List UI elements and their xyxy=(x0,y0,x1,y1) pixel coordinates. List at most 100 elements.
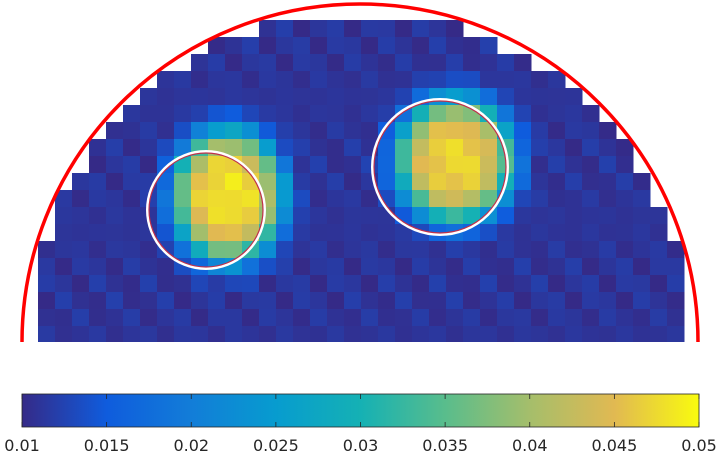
heatmap-cell xyxy=(548,275,566,293)
heatmap-cell xyxy=(395,139,413,157)
heatmap-cell xyxy=(327,71,345,89)
heatmap-cell xyxy=(633,309,651,327)
heatmap-cell xyxy=(327,20,345,38)
heatmap-cell xyxy=(259,258,277,276)
heatmap-cell xyxy=(140,292,158,310)
heatmap-cell xyxy=(344,37,362,55)
heatmap-cell xyxy=(310,309,328,327)
heatmap-cell xyxy=(480,88,498,106)
heatmap-cell xyxy=(276,224,294,242)
heatmap-cell xyxy=(191,88,209,106)
heatmap-cell xyxy=(429,105,447,123)
heatmap-cell xyxy=(89,139,107,157)
heatmap-cell xyxy=(89,207,107,225)
heatmap-cell xyxy=(361,54,379,72)
heatmap-cell xyxy=(667,309,685,327)
heatmap-cell xyxy=(378,37,396,55)
heatmap-cell xyxy=(327,207,345,225)
heatmap-cell xyxy=(446,71,464,89)
heatmap-cell xyxy=(327,122,345,140)
heatmap-cell xyxy=(259,71,277,89)
heatmap-cell xyxy=(514,207,532,225)
heatmap-cell xyxy=(582,309,600,327)
heatmap-cell xyxy=(480,224,498,242)
heatmap-cell xyxy=(157,258,175,276)
heatmap-cell xyxy=(123,156,141,174)
heatmap-cell xyxy=(599,224,617,242)
inclusion-outline-left xyxy=(148,152,264,268)
heatmap-cell xyxy=(616,258,634,276)
heatmap-cell xyxy=(157,173,175,191)
colorbar-tick-label: 0.05 xyxy=(681,436,717,455)
heatmap-cell xyxy=(344,309,362,327)
heatmap-cell xyxy=(429,54,447,72)
heatmap-cell xyxy=(446,275,464,293)
heatmap-cell xyxy=(157,88,175,106)
heatmap-cell xyxy=(55,309,73,327)
heatmap-cell xyxy=(446,326,464,342)
heatmap-cell xyxy=(429,20,447,38)
heatmap-cell xyxy=(123,275,141,293)
heatmap-cell xyxy=(310,173,328,191)
heatmap-cell xyxy=(123,122,141,140)
heatmap-cell xyxy=(310,122,328,140)
heatmap-cell xyxy=(633,241,651,259)
heatmap-cell xyxy=(174,241,192,259)
heatmap-cell xyxy=(208,54,226,72)
heatmap-cell xyxy=(89,173,107,191)
heatmap-cell xyxy=(582,292,600,310)
heatmap-cell xyxy=(344,20,362,38)
heatmap-cell xyxy=(480,71,498,89)
heatmap-cell xyxy=(310,105,328,123)
heatmap-cell xyxy=(174,275,192,293)
heatmap-cell xyxy=(599,122,617,140)
heatmap-cell xyxy=(429,190,447,208)
heatmap-cell xyxy=(191,190,209,208)
heatmap-cell xyxy=(174,71,192,89)
heatmap-cell xyxy=(395,190,413,208)
heatmap-cell xyxy=(480,309,498,327)
heatmap-cell xyxy=(140,105,158,123)
heatmap-cell xyxy=(293,54,311,72)
heatmap-cell xyxy=(429,88,447,106)
heatmap-cell xyxy=(276,54,294,72)
heatmap-cell xyxy=(412,258,430,276)
heatmap-cell xyxy=(446,139,464,157)
heatmap-cell xyxy=(565,275,583,293)
heatmap-cell xyxy=(225,88,243,106)
heatmap-cell xyxy=(327,54,345,72)
domain-boundary-arc xyxy=(20,2,700,343)
heatmap-cell xyxy=(157,190,175,208)
heatmap-cell xyxy=(463,88,481,106)
heatmap-cell xyxy=(293,207,311,225)
heatmap-cell xyxy=(191,309,209,327)
heatmap-cell xyxy=(463,71,481,89)
heatmap-cell xyxy=(225,241,243,259)
heatmap-cell xyxy=(191,207,209,225)
heatmap-cell xyxy=(310,71,328,89)
heatmap-cell xyxy=(412,173,430,191)
heatmap-cell xyxy=(446,122,464,140)
heatmap-cell xyxy=(242,275,260,293)
heatmap-cell xyxy=(616,139,634,157)
heatmap-cell xyxy=(463,190,481,208)
heatmap-cell xyxy=(72,275,90,293)
colorbar-tick-label: 0.04 xyxy=(512,436,548,455)
heatmap-cell xyxy=(497,71,515,89)
heatmap-cell xyxy=(616,241,634,259)
heatmap-cell xyxy=(429,156,447,174)
heatmap-cell xyxy=(565,224,583,242)
heatmap-cell xyxy=(174,224,192,242)
heatmap-cell xyxy=(361,292,379,310)
heatmap-cell xyxy=(259,20,277,38)
heatmap-cell xyxy=(565,88,583,106)
heatmap-cell xyxy=(599,207,617,225)
heatmap-cell xyxy=(225,139,243,157)
heatmap-cell xyxy=(89,326,107,342)
heatmap-cell xyxy=(582,207,600,225)
heatmap-cell xyxy=(293,309,311,327)
heatmap-cell xyxy=(446,105,464,123)
heatmap-cell xyxy=(650,207,668,225)
heatmap-cell xyxy=(174,88,192,106)
heatmap-cell xyxy=(157,309,175,327)
